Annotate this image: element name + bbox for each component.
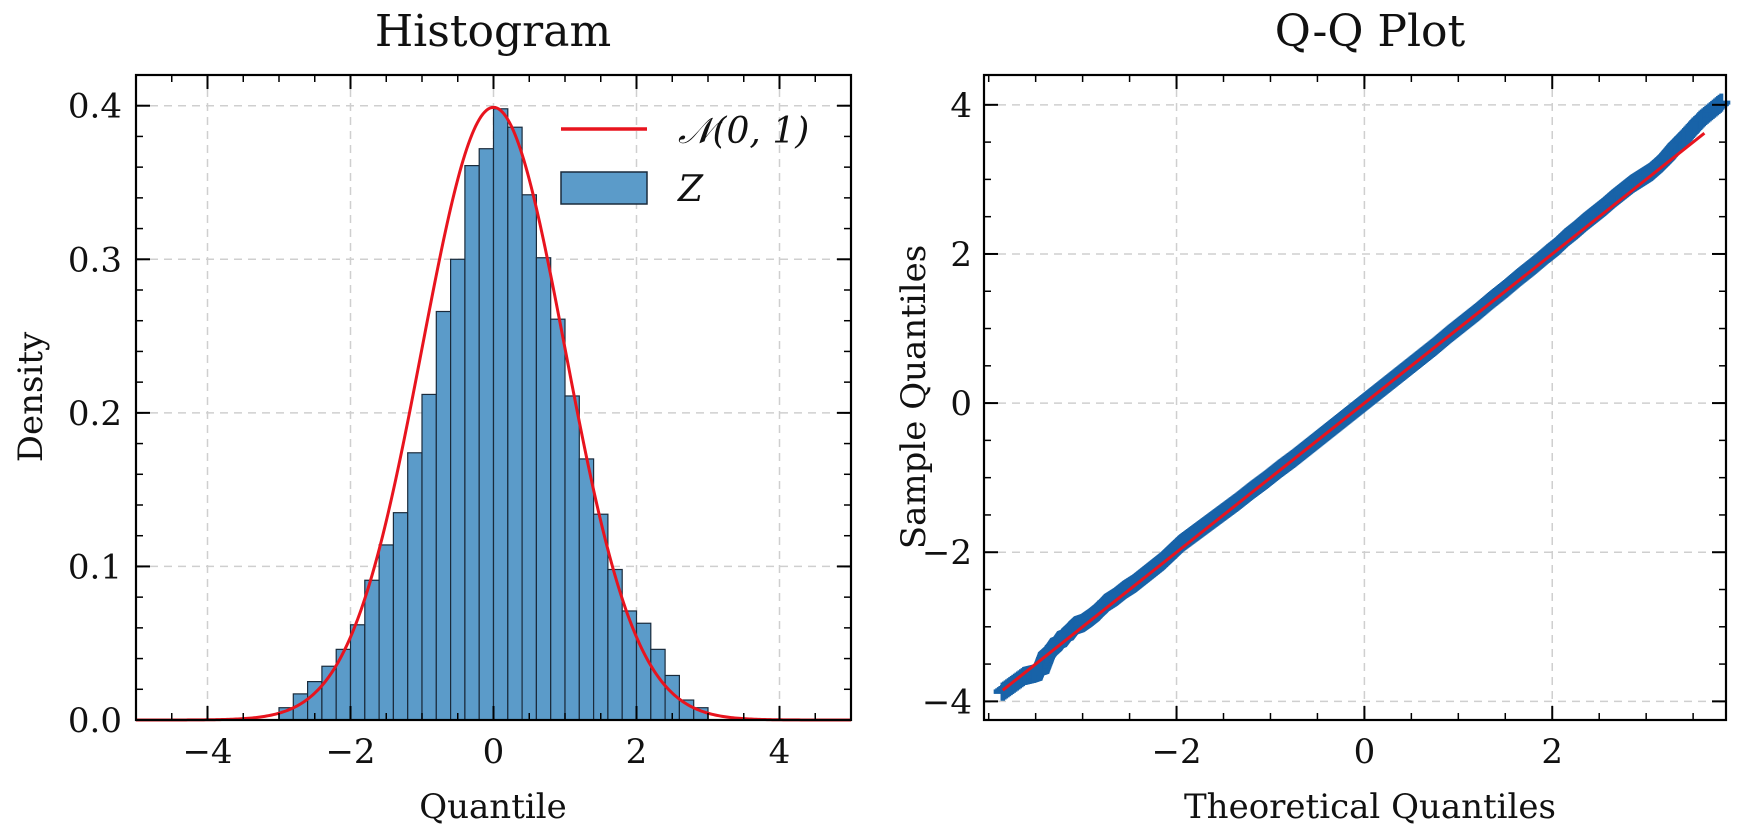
histogram-bar xyxy=(421,393,437,721)
qq-title: Q-Q Plot xyxy=(1275,6,1466,57)
histogram-bar xyxy=(621,610,638,721)
histogram-bar xyxy=(450,258,466,721)
histogram-x-tick-label: 4 xyxy=(769,732,791,772)
histogram-bar xyxy=(635,622,652,721)
histogram-ticks xyxy=(135,75,852,721)
histogram-y-axis-label: Density xyxy=(11,331,51,462)
qq-y-axis-label: Sample Quantiles xyxy=(894,245,934,549)
qq-y-tick-label: 2 xyxy=(950,235,972,275)
legend-label-z: Z xyxy=(677,169,704,210)
qq-y-tick-label: 4 xyxy=(950,86,972,126)
qq-ticks xyxy=(984,75,1726,720)
qq-x-tick-label: −2 xyxy=(1151,732,1201,772)
histogram-bar xyxy=(464,165,480,721)
histogram-bar xyxy=(392,512,409,721)
legend-patch-swatch xyxy=(560,171,648,205)
histogram-bar xyxy=(578,458,595,721)
qq-tail-point xyxy=(1691,110,1710,129)
qq-y-tick-label: −2 xyxy=(922,533,972,573)
histogram-y-tick-labels: 0.0 0.1 0.2 0.3 0.4 xyxy=(68,87,122,741)
qq-y-tick-labels: −4 −2 0 2 4 xyxy=(922,86,972,723)
normal-pdf-curve xyxy=(136,105,851,722)
histogram-bar xyxy=(507,126,523,721)
histogram-bar xyxy=(550,318,566,721)
histogram-x-tick-label: 2 xyxy=(626,732,648,772)
histogram-x-tick-label: 0 xyxy=(483,732,505,772)
legend-label-normal: 𝒩(0, 1) xyxy=(678,111,809,152)
histogram-bar xyxy=(478,148,495,721)
qq-tail-point xyxy=(993,682,1012,701)
histogram-bar xyxy=(378,544,395,721)
qq-x-tick-label: 2 xyxy=(1541,732,1563,772)
histogram-x-tick-labels: −4 −2 0 2 4 xyxy=(182,732,790,772)
histogram-legend: 𝒩(0, 1) Z xyxy=(560,111,809,210)
qq-y-tick-label: 0 xyxy=(950,384,972,424)
histogram-x-axis-label: Quantile xyxy=(419,787,566,827)
histogram-bar xyxy=(364,579,380,721)
qq-tail-point xyxy=(1031,662,1050,681)
histogram-x-tick-label: −4 xyxy=(182,732,232,772)
histogram-y-tick-label: 0.4 xyxy=(68,87,122,127)
histogram-y-tick-label: 0.2 xyxy=(68,394,122,434)
histogram-bar xyxy=(435,310,452,721)
qq-panel: −2 0 2 −4 −2 0 2 4 Q-Q Plot Theoretical Quanti… xyxy=(894,6,1731,827)
histogram-y-tick-label: 0.1 xyxy=(68,547,122,587)
qq-x-tick-label: 0 xyxy=(1354,732,1376,772)
histogram-panel: −4 −2 0 2 4 0.0 0.1 0.2 0.3 0.4 Histogram Quanti… xyxy=(11,6,853,827)
histogram-bar xyxy=(407,452,423,721)
histogram-bar xyxy=(564,395,580,721)
qq-x-tick-labels: −2 0 2 xyxy=(1151,732,1563,772)
histogram-title: Histogram xyxy=(375,6,611,57)
histogram-bar xyxy=(535,257,552,721)
qq-x-axis-label: Theoretical Quantiles xyxy=(1184,787,1556,827)
histogram-bar xyxy=(521,194,537,721)
qq-y-tick-label: −4 xyxy=(922,682,972,722)
histogram-bar xyxy=(492,108,509,721)
qq-reference-line xyxy=(1001,131,1706,692)
histogram-bar xyxy=(349,624,366,721)
qq-plot-frame xyxy=(982,73,1728,722)
qq-tail-point xyxy=(1674,129,1693,148)
histogram-y-tick-label: 0.3 xyxy=(68,240,122,280)
histogram-y-tick-label: 0.0 xyxy=(68,701,122,741)
qq-tail-point xyxy=(1712,93,1731,112)
histogram-x-tick-label: −2 xyxy=(325,732,375,772)
